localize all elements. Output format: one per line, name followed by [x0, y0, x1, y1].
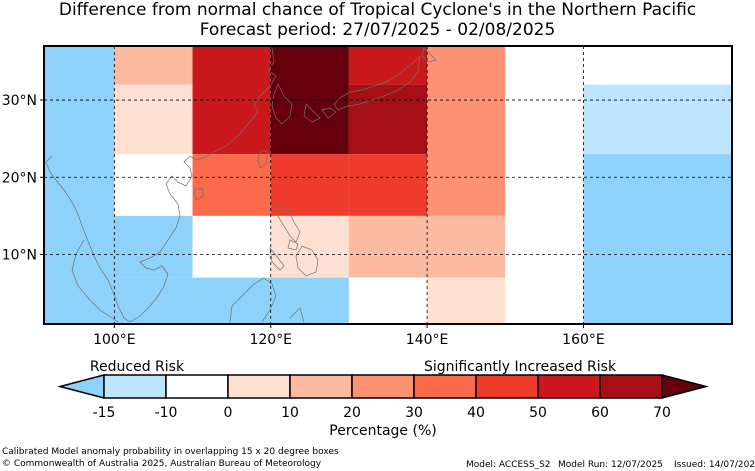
colorbar-tick-label: 30 — [405, 405, 423, 421]
colorbar-tick-label: 70 — [653, 405, 671, 421]
colorbar-bin — [475, 374, 539, 399]
risk-cell — [44, 46, 115, 324]
risk-cell — [348, 154, 428, 216]
colorbar-tick-label: 0 — [224, 405, 233, 421]
risk-cell — [583, 84, 732, 155]
colorbar-tick-label: -15 — [93, 405, 116, 421]
risk-cell — [192, 154, 271, 216]
risk-cells — [44, 46, 732, 324]
issued-date: Issued: 14/07/2025 — [674, 460, 755, 470]
risk-cell — [114, 84, 193, 155]
risk-cell — [114, 154, 193, 216]
colorbar-axis-label: Percentage (%) — [329, 423, 436, 439]
colorbar-bin — [289, 374, 353, 399]
risk-cell — [192, 277, 271, 324]
lon-tick-label: 140°E — [406, 332, 449, 348]
colorbar-bin — [413, 374, 477, 399]
risk-cell — [348, 84, 428, 155]
lat-tick-label: 10°N — [2, 248, 37, 264]
colorbar-bin — [537, 374, 601, 399]
lon-tick-label: 120°E — [249, 332, 292, 348]
colorbar — [57, 374, 709, 399]
colorbar-bin — [227, 374, 291, 399]
map-frame — [43, 45, 733, 325]
colorbar-tick-label: -10 — [155, 405, 178, 421]
risk-cell — [114, 277, 193, 324]
footnote: Calibrated Model anomaly probability in … — [2, 447, 339, 457]
colorbar-bin — [599, 374, 663, 399]
forecast-period: Forecast period: 27/07/2025 - 02/08/2025 — [199, 20, 556, 40]
colorbar-bin — [103, 374, 167, 399]
risk-cell — [270, 215, 349, 278]
colorbar-over-arrow — [661, 374, 709, 399]
graticule — [44, 46, 732, 324]
coastline — [45, 47, 437, 323]
colorbar-bin — [165, 374, 229, 399]
colorbar-tick-label: 10 — [281, 405, 299, 421]
risk-cell — [505, 46, 584, 324]
reduced-risk-label: Reduced Risk — [90, 359, 185, 375]
lon-tick-label: 160°E — [562, 332, 605, 348]
colorbar-tick-label: 50 — [529, 405, 547, 421]
risk-cell — [427, 277, 506, 324]
colorbar-ticks: -15 -10 0 10 20 30 40 50 60 70 — [93, 405, 671, 421]
copyright: © Commonwealth of Australia 2025, Austra… — [2, 459, 322, 469]
colorbar-tick-label: 20 — [343, 405, 361, 421]
risk-cell — [583, 154, 732, 324]
risk-cell — [427, 215, 506, 278]
risk-cell — [348, 46, 428, 85]
lon-tick-label: 100°E — [93, 332, 136, 348]
risk-cell — [348, 277, 428, 324]
colorbar-under-arrow — [57, 374, 105, 399]
colorbar-bin — [351, 374, 415, 399]
risk-cell — [114, 46, 193, 85]
increased-risk-label: Significantly Increased Risk — [424, 359, 617, 375]
risk-cell — [348, 215, 428, 278]
map-title: Difference from normal chance of Tropica… — [58, 0, 697, 20]
colorbar-tick-label: 40 — [467, 405, 485, 421]
risk-cell — [114, 215, 193, 278]
lat-tick-label: 30°N — [2, 93, 37, 109]
risk-cell — [270, 277, 349, 324]
risk-cell — [583, 46, 732, 85]
model-run: Model Run: 12/07/2025 — [558, 460, 663, 470]
risk-cell — [192, 215, 271, 278]
axis-ticks: 100°E 120°E 140°E 160°E 30°N 20°N 10°N — [2, 93, 605, 348]
lat-tick-label: 20°N — [2, 170, 37, 186]
model-name: Model: ACCESS_S2 — [466, 460, 551, 470]
colorbar-tick-label: 60 — [591, 405, 609, 421]
risk-cell — [270, 154, 349, 216]
risk-cell — [427, 46, 506, 216]
